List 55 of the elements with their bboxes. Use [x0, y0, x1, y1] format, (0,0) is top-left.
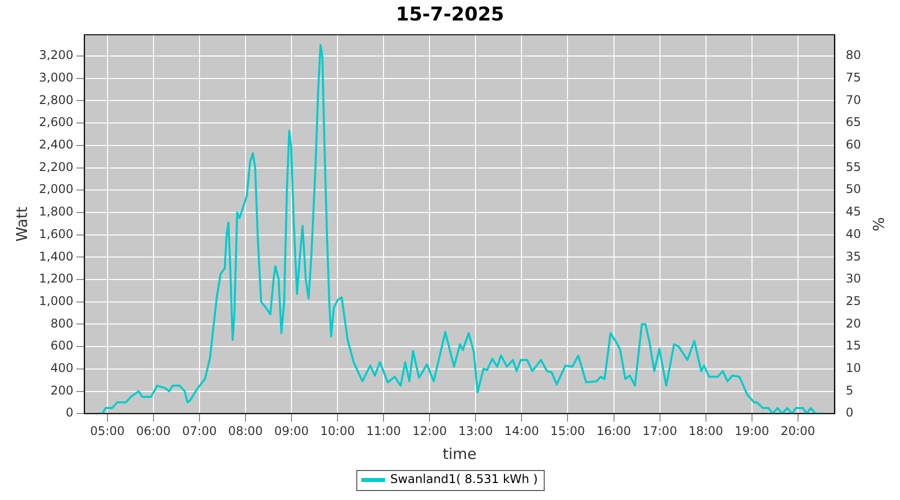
y-tick-label: 800: [50, 316, 74, 330]
x-tick-label: 13:00: [458, 424, 493, 438]
y2-tick-label: 20: [846, 316, 862, 330]
y2-tick-label: 40: [846, 226, 862, 241]
y-tick-label: 1,600: [38, 226, 74, 241]
x-tick-label: 18:00: [688, 424, 724, 438]
x-tick-label: 08:00: [228, 424, 263, 438]
y2-tick-label: 75: [846, 70, 862, 85]
y2-tick-label: 15: [846, 338, 862, 353]
y2-tick-label: 5: [846, 383, 854, 398]
x-tick-label: 19:00: [734, 424, 770, 438]
y-axis-title: Watt: [12, 206, 31, 242]
y2-tick-label: 60: [846, 138, 862, 152]
x-tick-label: 16:00: [596, 424, 632, 438]
y-tick-label: 2,000: [38, 182, 74, 196]
x-tick-label: 14:00: [504, 424, 539, 438]
y2-tick-label: 25: [846, 294, 862, 308]
x-tick-label: 12:00: [412, 424, 447, 438]
x-tick-label: 05:00: [90, 424, 125, 438]
y-tick-label: 3,200: [38, 48, 74, 62]
y2-tick-label: 10: [846, 361, 862, 376]
y2-tick-label: 35: [846, 249, 862, 264]
y2-tick-label: 55: [846, 160, 862, 174]
y-tick-label: 2,200: [38, 160, 74, 174]
x-tick-label: 10:00: [320, 424, 355, 438]
y-tick-label: 1,800: [38, 204, 74, 219]
y-tick-label: 1,400: [38, 249, 74, 264]
legend-label: Swanland1( 8.531 kWh ): [390, 472, 538, 486]
y2-tick-label: 65: [846, 115, 862, 130]
y-tick-label: 1,000: [38, 294, 74, 308]
x-tick-label: 07:00: [182, 424, 217, 438]
x-tick-label: 20:00: [780, 424, 816, 438]
chart-title: 15-7-2025: [396, 3, 504, 26]
y-tick-label: 2,800: [38, 92, 74, 107]
y2-tick-label: 30: [846, 272, 862, 286]
x-tick-label: 15:00: [550, 424, 586, 438]
x-tick-label: 11:00: [366, 424, 401, 438]
y-tick-label: 200: [50, 383, 74, 398]
y-tick-label: 600: [50, 338, 74, 353]
y2-tick-label: 45: [846, 204, 862, 219]
y-tick-label: 400: [50, 361, 74, 376]
y-tick-label: 1,200: [38, 272, 74, 286]
x-axis-title: time: [442, 444, 476, 463]
y-tick-label: 2,400: [38, 138, 74, 152]
y-tick-label: 0: [66, 406, 74, 420]
y-tick-label: 2,600: [38, 115, 74, 130]
x-tick-label: 06:00: [136, 424, 171, 438]
y2-tick-label: 70: [846, 92, 862, 107]
y2-tick-label: 0: [846, 406, 854, 420]
y2-tick-label: 80: [846, 48, 862, 62]
y2-axis-title: %: [869, 217, 888, 232]
y2-tick-label: 50: [846, 182, 862, 196]
x-tick-label: 17:00: [642, 424, 678, 438]
x-tick-label: 09:00: [274, 424, 309, 438]
y-tick-label: 3,000: [38, 70, 74, 85]
